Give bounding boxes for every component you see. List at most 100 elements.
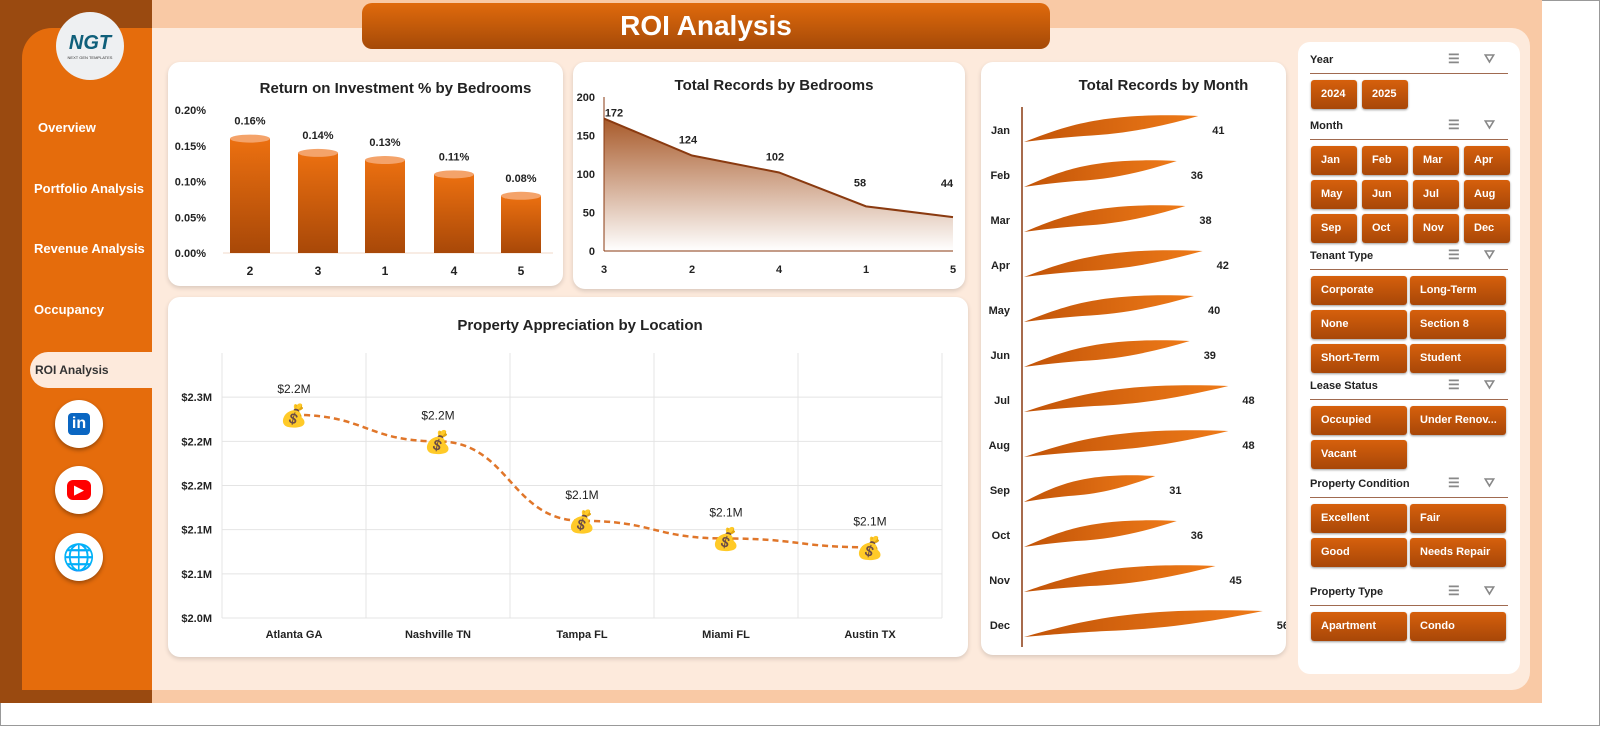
records-by-month-chart: Total Records by Month Jan 41 Feb 36 Mar 38 Ap…	[981, 62, 1286, 655]
multi-select-icon[interactable]: ☰	[1448, 583, 1460, 598]
y-tick-label: $2.1M	[181, 525, 212, 537]
data-label: $2.2M	[421, 408, 454, 422]
slicer-button[interactable]: Apartment	[1311, 612, 1407, 641]
slicer-button[interactable]: Condo	[1410, 612, 1506, 641]
clear-filter-icon[interactable]: ⛛	[1484, 51, 1495, 66]
data-label: $2.2M	[277, 382, 310, 396]
sidebar-item-roi-analysis[interactable]: ROI Analysis	[30, 352, 152, 388]
slicer-button[interactable]: Aug	[1464, 180, 1510, 209]
bar	[1024, 610, 1263, 637]
slicer-button[interactable]: Occupied	[1311, 406, 1407, 435]
slicer-button[interactable]: Dec	[1464, 214, 1510, 243]
slicer-title: Tenant Type	[1310, 250, 1374, 262]
slicer-button[interactable]: Jun	[1362, 180, 1408, 209]
y-tick-label: May	[989, 305, 1011, 317]
x-tick-label: 3	[315, 264, 322, 278]
website-button[interactable]: 🌐	[55, 533, 103, 581]
slicer-button[interactable]: 2024	[1311, 80, 1357, 109]
sidebar-item-occupancy[interactable]: Occupancy	[34, 302, 105, 317]
multi-select-icon[interactable]: ☰	[1448, 377, 1460, 392]
slicer-title: Property Type	[1310, 586, 1384, 598]
data-label: 38	[1199, 215, 1211, 227]
multi-select-icon[interactable]: ☰	[1448, 117, 1460, 132]
x-tick-label: 3	[601, 264, 607, 276]
slicer-title: Lease Status	[1310, 380, 1378, 392]
bar-top	[434, 170, 474, 179]
money-bag-icon: 💰	[568, 509, 595, 535]
bar	[1024, 430, 1229, 457]
slicer-button[interactable]: Jan	[1311, 146, 1357, 175]
clear-filter-icon[interactable]: ⛛	[1484, 583, 1495, 598]
slicer-button[interactable]: Feb	[1362, 146, 1408, 175]
slicer-button[interactable]: Fair	[1410, 504, 1506, 533]
slicer-button[interactable]: May	[1311, 180, 1357, 209]
youtube-button[interactable]: ▶	[55, 466, 103, 514]
y-tick-label: Apr	[991, 260, 1011, 272]
data-label: 56	[1277, 620, 1286, 632]
data-label: $2.1M	[565, 488, 598, 502]
slicer-button[interactable]: Nov	[1413, 214, 1459, 243]
sidebar-item-overview[interactable]: Overview	[38, 120, 96, 135]
slicer-button[interactable]: Excellent	[1311, 504, 1407, 533]
slicer-title: Property Condition	[1310, 478, 1410, 490]
data-label: 41	[1212, 125, 1224, 137]
slicer-button[interactable]: Under Renov...	[1410, 406, 1506, 435]
linkedin-button[interactable]: in	[55, 400, 103, 448]
bar-top	[365, 156, 405, 165]
bar	[434, 174, 474, 253]
slicer-button[interactable]: None	[1311, 310, 1407, 339]
page-title: ROI Analysis	[362, 3, 1050, 49]
series-line	[293, 413, 871, 549]
data-label: 42	[1217, 260, 1229, 272]
x-tick-label: 4	[776, 264, 783, 276]
slicer-button[interactable]: Jul	[1413, 180, 1459, 209]
sidebar-item-portfolio-analysis[interactable]: Portfolio Analysis	[34, 181, 145, 196]
slicer-title: Month	[1310, 120, 1343, 132]
multi-select-icon[interactable]: ☰	[1448, 51, 1460, 66]
bar	[1024, 475, 1156, 502]
data-label: 45	[1230, 575, 1242, 587]
slicer-button[interactable]: Vacant	[1311, 440, 1407, 469]
y-tick-label: $2.0M	[181, 613, 212, 625]
y-tick-label: Oct	[992, 530, 1011, 542]
multi-select-icon[interactable]: ☰	[1448, 475, 1460, 490]
sidebar-item-revenue-analysis[interactable]: Revenue Analysis	[34, 241, 145, 256]
slicer-button[interactable]: Needs Repair	[1410, 538, 1506, 567]
y-tick-label: Jul	[994, 395, 1010, 407]
slicer-button[interactable]: Mar	[1413, 146, 1459, 175]
bar	[365, 160, 405, 253]
slicer-button[interactable]: Corporate	[1311, 276, 1407, 305]
y-tick-label: 0.00%	[175, 248, 206, 260]
x-tick-label: 1	[863, 264, 869, 276]
clear-filter-icon[interactable]: ⛛	[1484, 247, 1495, 262]
area	[604, 118, 953, 251]
data-label: 102	[766, 151, 784, 163]
appreciation-by-location-chart: Property Appreciation by Location $2.0M $…	[168, 297, 968, 657]
slicer-button[interactable]: Short-Term	[1311, 344, 1407, 373]
multi-select-icon[interactable]: ☰	[1448, 247, 1460, 262]
slicer-button[interactable]: Long-Term	[1410, 276, 1506, 305]
slicer-button[interactable]: Student	[1410, 344, 1506, 373]
chart-title: Total Records by Bedrooms	[674, 77, 874, 94]
logo-text: NGT	[68, 32, 112, 54]
y-tick-label: 200	[577, 92, 595, 104]
slicer-button[interactable]: Section 8	[1410, 310, 1506, 339]
clear-filter-icon[interactable]: ⛛	[1484, 377, 1495, 392]
logo-subtitle: NEXT GEN TEMPLATES	[67, 55, 113, 60]
globe-icon: 🌐	[62, 541, 96, 572]
slicer-button[interactable]: Sep	[1311, 214, 1357, 243]
slicer-header-lease-status: Lease Status ☰ ⛛	[1310, 377, 1508, 400]
slicer-button[interactable]: 2025	[1362, 80, 1408, 109]
clear-filter-icon[interactable]: ⛛	[1484, 117, 1495, 132]
series-line	[603, 117, 954, 219]
bar	[1024, 205, 1186, 232]
data-label: 0.16%	[234, 116, 265, 128]
y-tick-label: Mar	[990, 215, 1010, 227]
clear-filter-icon[interactable]: ⛛	[1484, 475, 1495, 490]
slicer-button[interactable]: Good	[1311, 538, 1407, 567]
x-tick-label: Miami FL	[702, 629, 750, 641]
money-bag-icon: 💰	[424, 429, 451, 455]
slicer-button[interactable]: Apr	[1464, 146, 1510, 175]
data-label: 36	[1191, 170, 1203, 182]
slicer-button[interactable]: Oct	[1362, 214, 1408, 243]
